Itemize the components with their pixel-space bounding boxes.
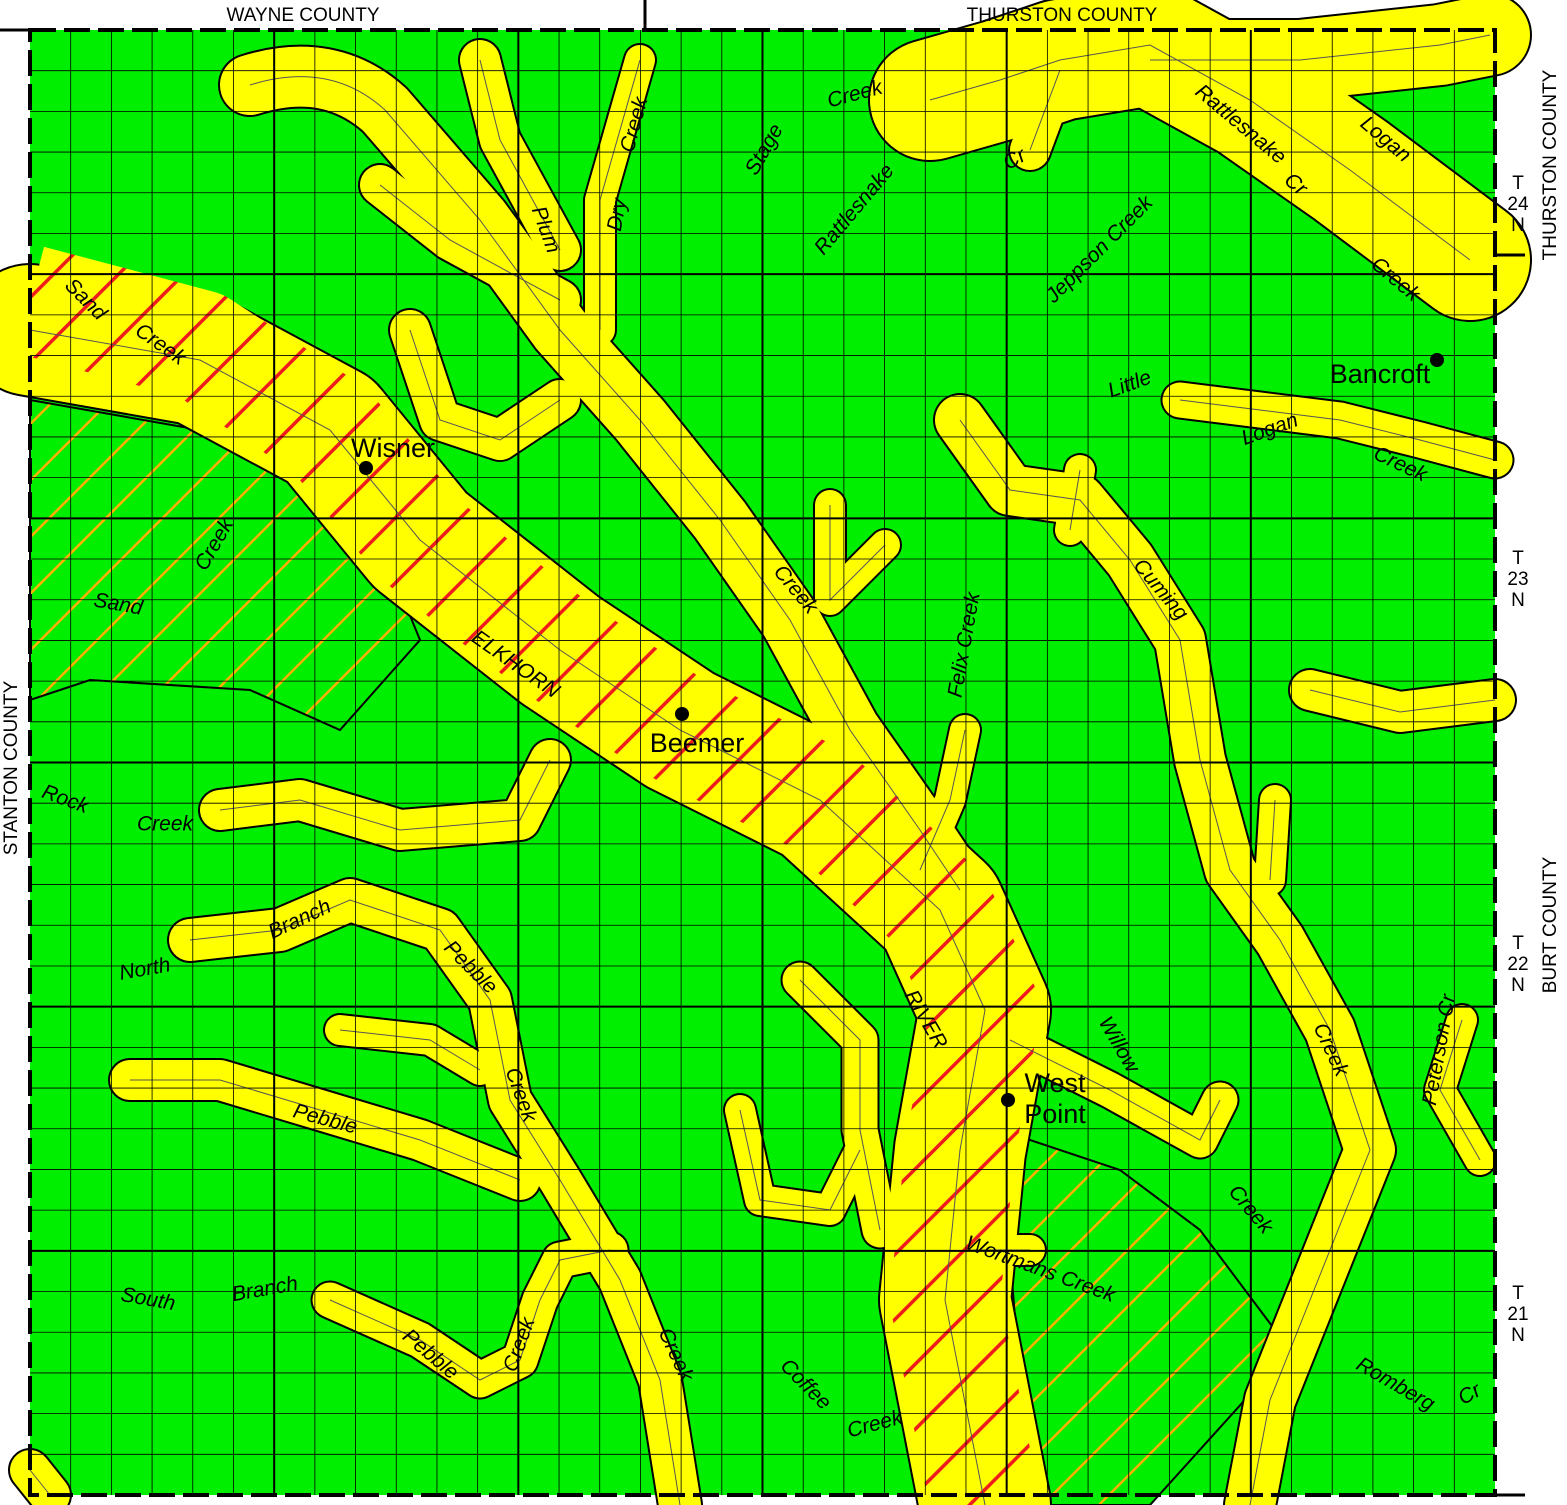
stream <box>1069 469 1081 531</box>
town-dot <box>359 461 373 475</box>
stream <box>1150 34 1491 61</box>
township-label: 24 <box>1507 194 1529 215</box>
stream <box>1029 69 1061 151</box>
stream <box>29 1469 51 1496</box>
county-border <box>28 28 1497 1497</box>
stream <box>1269 799 1276 881</box>
stream-label: Creek <box>137 813 195 836</box>
town-dot <box>1430 353 1444 367</box>
township-label: N <box>1511 590 1525 611</box>
stream <box>929 44 1471 261</box>
stream <box>329 1249 611 1381</box>
township-label: 21 <box>1507 1304 1528 1325</box>
stream <box>479 59 561 251</box>
town-dot <box>675 707 689 721</box>
township-label: N <box>1511 215 1525 236</box>
stream <box>1179 399 1496 461</box>
town-label: Bancroft <box>1330 359 1431 389</box>
county-label: BURT COUNTY <box>1540 856 1561 993</box>
valley <box>1290 670 1515 732</box>
township-label: N <box>1511 975 1525 996</box>
township-label: 23 <box>1507 569 1528 590</box>
stream <box>409 329 561 441</box>
town-label: Beemer <box>650 728 745 758</box>
county-label: WAYNE COUNTY <box>226 5 379 26</box>
stream <box>739 1109 861 1211</box>
stream <box>959 419 1371 1505</box>
stream <box>1309 689 1496 713</box>
valley <box>1110 0 1530 100</box>
township-label: 22 <box>1507 954 1528 975</box>
town-label: Point <box>1024 1099 1086 1129</box>
town-label: West <box>1024 1068 1086 1098</box>
stream <box>339 1029 481 1071</box>
county-label: THURSTON COUNTY <box>967 5 1158 26</box>
stream <box>130 1079 521 1181</box>
town-label: Wisner <box>351 433 435 463</box>
township-label: T <box>1512 1283 1524 1304</box>
township-label: T <box>1512 548 1524 569</box>
stream <box>799 979 881 1231</box>
town-dot <box>1001 1093 1015 1107</box>
township-label: T <box>1512 173 1524 194</box>
stream <box>29 329 986 1505</box>
stream <box>919 729 966 871</box>
county-label: STANTON COUNTY <box>1 680 22 855</box>
township-label: T <box>1512 933 1524 954</box>
county-label: THURSTON COUNTY <box>1540 69 1561 260</box>
township-label: N <box>1511 1325 1525 1346</box>
stream <box>379 184 561 301</box>
stream <box>249 76 961 891</box>
